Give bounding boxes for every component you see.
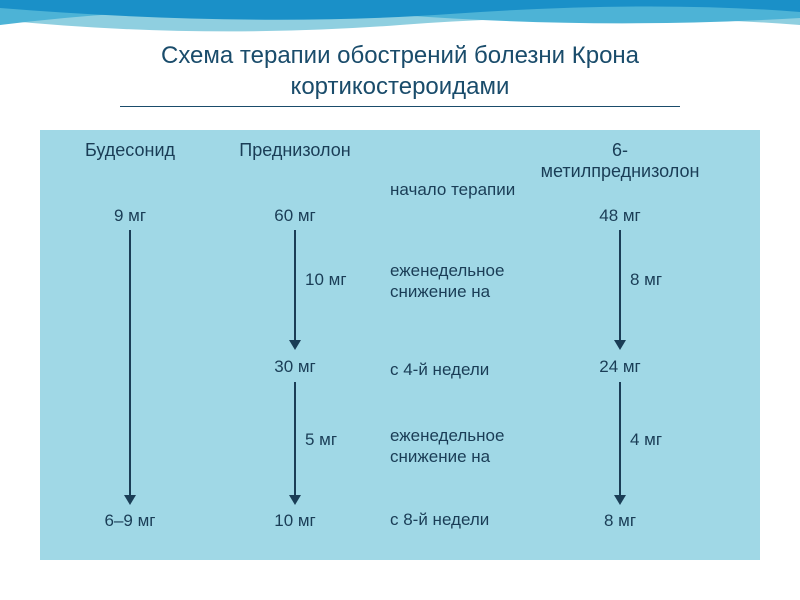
row-label-weekly2: еженедельное снижение на [390, 425, 504, 468]
row-label-start: начало терапии [390, 180, 515, 200]
decorative-wave [0, 0, 800, 40]
prednisolone-arrow1 [294, 230, 296, 340]
methylpred-arrow2 [619, 382, 621, 495]
methylpred-start: 48 мг [597, 205, 643, 227]
prednisolone-wk4: 30 мг [272, 356, 318, 378]
col-header-prednisolone: Преднизолон [239, 140, 350, 161]
prednisolone-arrowhead1 [289, 340, 301, 350]
row-label-weekly1-line2: снижение на [390, 282, 490, 301]
chart-panel: Будесонид Преднизолон 6-метилпреднизолон… [40, 130, 760, 560]
prednisolone-dec1: 10 мг [305, 270, 347, 290]
budesonide-arrowhead [124, 495, 136, 505]
prednisolone-start: 60 мг [272, 205, 318, 227]
row-label-weekly2-line1: еженедельное [390, 426, 504, 445]
col-header-methylpred: 6-метилпреднизолон [541, 140, 700, 182]
row-label-week8: с 8-й недели [390, 510, 489, 530]
prednisolone-arrowhead2 [289, 495, 301, 505]
row-label-weekly2-line2: снижение на [390, 447, 490, 466]
budesonide-arrow [129, 230, 131, 495]
col-header-budesonide: Будесонид [85, 140, 175, 161]
title-line-2: кортикостероидами [0, 71, 800, 102]
title-line-1: Схема терапии обострений болезни Крона [0, 40, 800, 71]
row-label-week4: с 4-й недели [390, 360, 489, 380]
methylpred-dec2: 4 мг [630, 430, 662, 450]
methylpred-arrowhead1 [614, 340, 626, 350]
methylpred-end: 8 мг [602, 510, 638, 532]
row-label-weekly1: еженедельное снижение на [390, 260, 504, 303]
prednisolone-dec2: 5 мг [305, 430, 337, 450]
budesonide-end: 6–9 мг [103, 510, 158, 532]
methylpred-wk4: 24 мг [597, 356, 643, 378]
row-label-weekly1-line1: еженедельное [390, 261, 504, 280]
prednisolone-arrow2 [294, 382, 296, 495]
prednisolone-end: 10 мг [272, 510, 318, 532]
budesonide-start: 9 мг [112, 205, 148, 227]
methylpred-arrow1 [619, 230, 621, 340]
title-underline [120, 106, 680, 107]
methylpred-arrowhead2 [614, 495, 626, 505]
methylpred-dec1: 8 мг [630, 270, 662, 290]
